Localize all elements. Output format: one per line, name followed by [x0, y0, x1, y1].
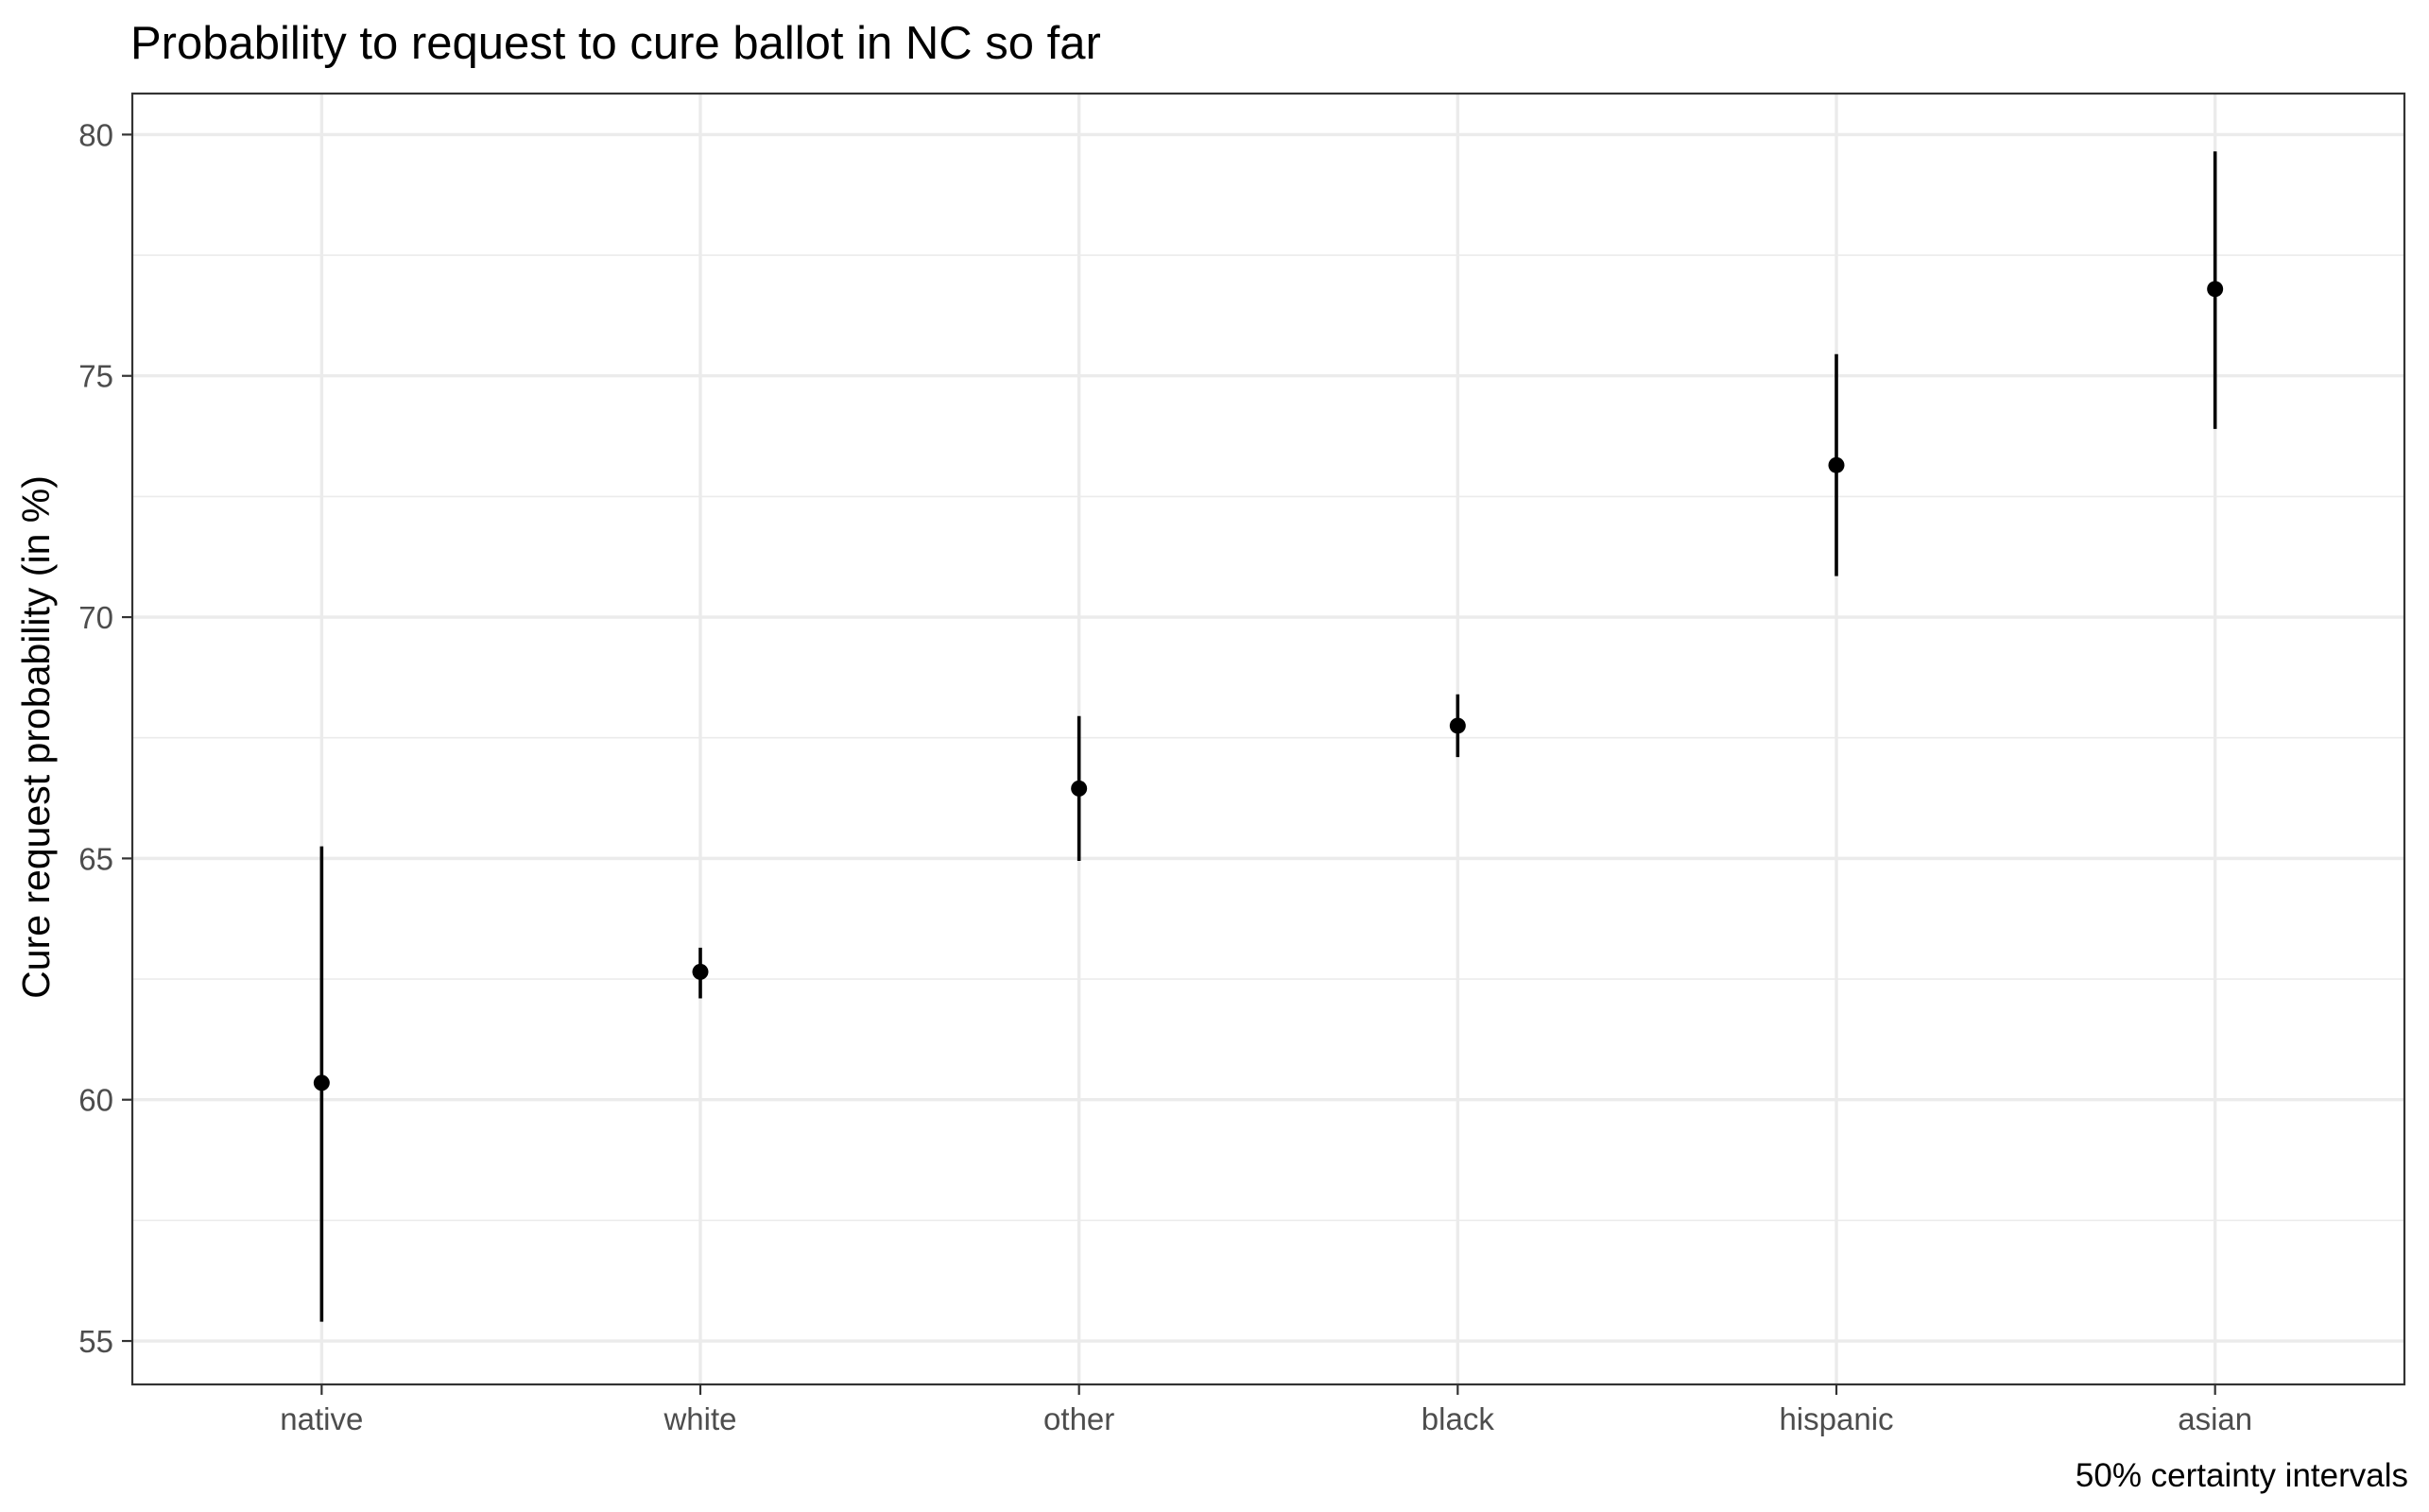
point-asian: [2207, 281, 2224, 298]
y-axis-label: Cure request probability (in %): [14, 475, 58, 999]
plot-area: 55 60 65 70 75 80 native white other black hispani…: [78, 92, 2406, 1436]
point-native: [313, 1074, 330, 1091]
x-tick-label-other: other: [1043, 1401, 1114, 1436]
y-tick-label: 55: [78, 1324, 113, 1359]
x-tick-label-black: black: [1421, 1401, 1495, 1436]
x-tick-label-hispanic: hispanic: [1779, 1401, 1893, 1436]
y-tick-label: 70: [78, 600, 113, 635]
y-tick-label: 60: [78, 1083, 113, 1118]
point-other: [1071, 780, 1088, 797]
point-hispanic: [1828, 456, 1845, 473]
chart-title: Probability to request to cure ballot in…: [130, 18, 1101, 69]
panel-border: [130, 92, 2406, 1386]
x-tick-label-asian: asian: [2178, 1401, 2252, 1436]
panel-background: [132, 94, 2404, 1384]
point-black: [1449, 717, 1466, 734]
y-tick-label: 65: [78, 841, 113, 876]
point-white: [692, 963, 709, 980]
x-tick-label-white: white: [663, 1401, 736, 1436]
y-tick-label: 75: [78, 359, 113, 394]
x-tick-label-native: native: [280, 1401, 363, 1436]
y-tick-label: 80: [78, 117, 113, 152]
chart-caption: 50% certainty intervals: [2076, 1457, 2408, 1494]
